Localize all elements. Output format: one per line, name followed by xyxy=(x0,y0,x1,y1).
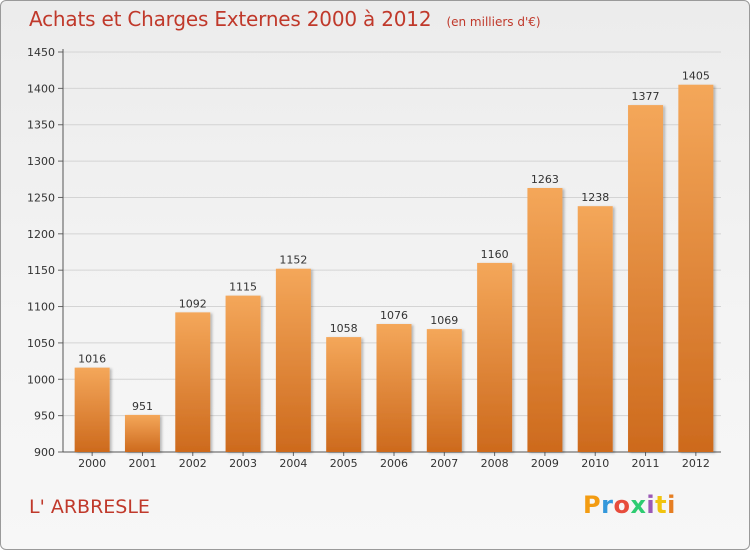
logo-letter: r xyxy=(601,491,614,519)
value-label-2003: 1115 xyxy=(229,281,257,294)
y-tick-label: 1250 xyxy=(27,191,55,204)
y-tick-label: 1050 xyxy=(27,337,55,350)
logo-letter: t xyxy=(655,491,668,519)
value-label-2000: 1016 xyxy=(78,353,106,366)
bar-2010 xyxy=(577,206,613,452)
value-label-2006: 1076 xyxy=(380,309,408,322)
x-tick-label-2000: 2000 xyxy=(78,457,106,470)
x-tick-label-2009: 2009 xyxy=(531,457,559,470)
y-tick-label: 1400 xyxy=(27,82,55,95)
x-tick-label-2004: 2004 xyxy=(279,457,307,470)
x-tick-label-2006: 2006 xyxy=(380,457,408,470)
x-tick-label-2010: 2010 xyxy=(581,457,609,470)
value-label-2009: 1263 xyxy=(531,173,559,186)
value-label-2001: 951 xyxy=(132,400,153,413)
y-tick-label: 950 xyxy=(34,410,55,423)
bar-2002 xyxy=(175,312,211,452)
labels: 900 950 1000 1050 1100 1150 1200 1250 1300 1350 14… xyxy=(27,46,710,470)
x-tick-label-2008: 2008 xyxy=(481,457,509,470)
y-tick-label: 1450 xyxy=(27,46,55,59)
y-tick-label: 1350 xyxy=(27,119,55,132)
y-tick-label: 1100 xyxy=(27,301,55,314)
bar-2007 xyxy=(426,329,462,452)
value-label-2007: 1069 xyxy=(430,314,458,327)
bar-2005 xyxy=(326,337,362,452)
value-label-2011: 1377 xyxy=(632,90,660,103)
x-tick-label-2002: 2002 xyxy=(179,457,207,470)
bar-2008 xyxy=(477,262,513,452)
logo-letter: x xyxy=(630,491,647,519)
bar-2012 xyxy=(678,84,714,453)
logo-letter: P xyxy=(583,491,602,519)
y-tick-label: 1200 xyxy=(27,228,55,241)
bar-2001 xyxy=(124,414,160,452)
value-label-2002: 1092 xyxy=(179,297,207,310)
chart-title: Achats et Charges Externes 2000 à 2012 xyxy=(29,7,432,31)
value-label-2005: 1058 xyxy=(330,322,358,335)
proxiti-logo[interactable]: Proxiti xyxy=(583,491,676,519)
value-label-2004: 1152 xyxy=(279,254,307,267)
bars xyxy=(74,84,714,453)
logo-letter: o xyxy=(613,491,631,519)
logo-letter: i xyxy=(667,491,676,519)
x-tick-label-2007: 2007 xyxy=(430,457,458,470)
value-label-2010: 1238 xyxy=(581,191,609,204)
bar-2004 xyxy=(275,268,311,452)
value-label-2008: 1160 xyxy=(481,248,509,261)
x-tick-label-2001: 2001 xyxy=(128,457,156,470)
bar-2003 xyxy=(225,295,261,452)
value-label-2012: 1405 xyxy=(682,70,710,83)
commune-name: L' ARBRESLE xyxy=(29,496,150,518)
bar-2006 xyxy=(376,324,412,452)
y-tick-label: 1300 xyxy=(27,155,55,168)
logo-letter: i xyxy=(646,491,656,519)
x-tick-label-2012: 2012 xyxy=(682,457,710,470)
chart-subtitle: (en milliers d'€) xyxy=(446,15,541,29)
x-tick-label-2003: 2003 xyxy=(229,457,257,470)
chart-header: Achats et Charges Externes 2000 à 2012 (… xyxy=(29,7,541,31)
y-tick-label: 1150 xyxy=(27,264,55,277)
x-tick-label-2011: 2011 xyxy=(632,457,660,470)
y-tick-label: 1000 xyxy=(27,373,55,386)
x-tick-label-2005: 2005 xyxy=(330,457,358,470)
bar-2000 xyxy=(74,367,110,452)
bar-2009 xyxy=(527,188,563,452)
y-tick-label: 900 xyxy=(34,446,55,459)
bar-2011 xyxy=(628,105,664,452)
